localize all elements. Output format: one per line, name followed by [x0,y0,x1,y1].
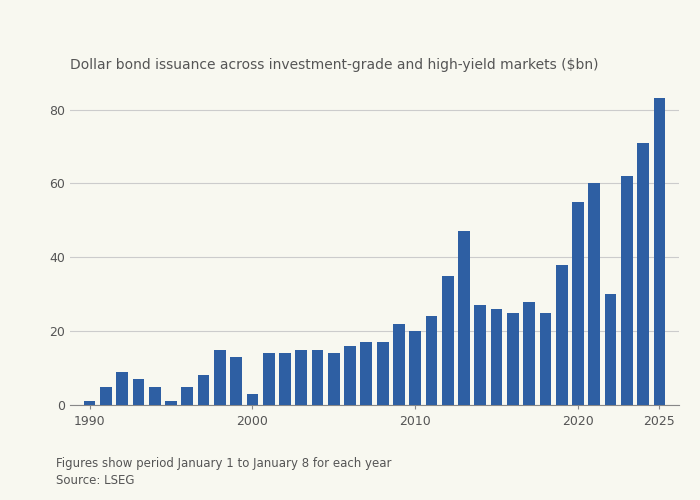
Bar [149,386,160,405]
Bar [572,202,584,405]
Bar [328,354,340,405]
Text: Source: LSEG: Source: LSEG [56,474,134,488]
Bar [84,402,95,405]
Bar [393,324,405,405]
Bar [654,98,665,405]
Bar [246,394,258,405]
Bar [621,176,633,405]
Bar [589,184,600,405]
Bar [262,354,274,405]
Bar [279,354,290,405]
Bar [230,357,242,405]
Bar [181,386,193,405]
Bar [312,350,323,405]
Bar [214,350,225,405]
Text: Figures show period January 1 to January 8 for each year: Figures show period January 1 to January… [56,457,391,470]
Bar [165,402,177,405]
Bar [360,342,372,405]
Bar [524,302,535,405]
Bar [556,264,568,405]
Bar [116,372,128,405]
Bar [410,331,421,405]
Bar [540,312,552,405]
Bar [605,294,617,405]
Bar [295,350,307,405]
Bar [132,379,144,405]
Bar [344,346,356,405]
Text: Dollar bond issuance across investment-grade and high-yield markets ($bn): Dollar bond issuance across investment-g… [70,58,598,72]
Bar [475,306,486,405]
Bar [377,342,389,405]
Bar [426,316,438,405]
Bar [458,232,470,405]
Bar [507,312,519,405]
Bar [197,376,209,405]
Bar [100,386,112,405]
Bar [637,143,649,405]
Bar [491,309,503,405]
Bar [442,276,454,405]
